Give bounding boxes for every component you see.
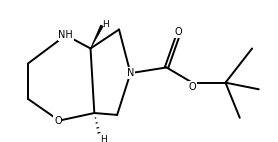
Text: N: N xyxy=(127,68,134,78)
Text: O: O xyxy=(174,27,182,37)
Text: H: H xyxy=(103,20,109,29)
Text: O: O xyxy=(188,82,196,92)
Text: O: O xyxy=(54,116,62,126)
Text: NH: NH xyxy=(58,30,73,40)
Polygon shape xyxy=(91,25,103,48)
Text: H: H xyxy=(101,135,107,142)
